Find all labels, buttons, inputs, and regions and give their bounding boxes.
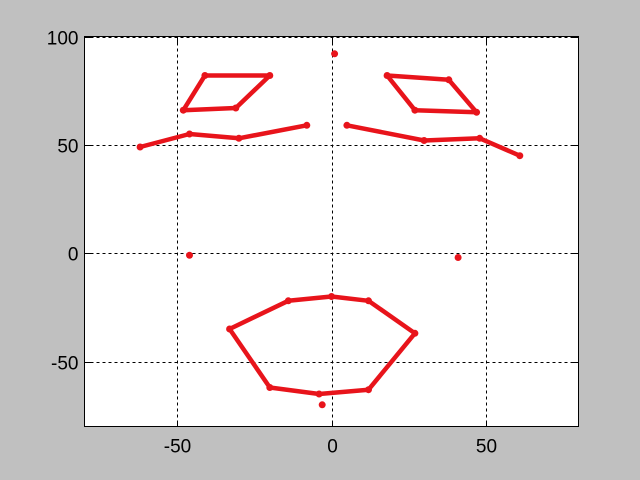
series-vertex-4-5 bbox=[365, 386, 372, 394]
series-vertex-4-7 bbox=[266, 384, 274, 391]
series-vertex-4-1 bbox=[284, 297, 292, 305]
data-series bbox=[136, 50, 524, 409]
series-vertex-4-0 bbox=[226, 325, 234, 333]
series-vertex-4-4 bbox=[411, 329, 419, 337]
series-vertex-2-0 bbox=[136, 143, 144, 151]
series-vertex-0-1 bbox=[266, 72, 274, 79]
series-vertex-3-2 bbox=[476, 134, 484, 142]
series-vertex-1-0 bbox=[383, 72, 391, 79]
series-vertex-1-1 bbox=[445, 76, 453, 84]
data-point-1 bbox=[186, 251, 193, 259]
series-vertex-0-2 bbox=[232, 104, 240, 112]
series-vertex-4-3 bbox=[365, 297, 372, 305]
y-tick-label: -50 bbox=[51, 354, 78, 375]
x-tick-label: -50 bbox=[164, 437, 191, 458]
tick-labels: -50 0 50 -50 0 50 100 bbox=[47, 29, 579, 458]
x-tick-label: 50 bbox=[476, 437, 497, 458]
y-tick-label: 100 bbox=[47, 29, 79, 50]
series-vertex-0-3 bbox=[179, 106, 187, 114]
data-point-3 bbox=[318, 401, 326, 409]
x-tick-label: 0 bbox=[327, 437, 338, 458]
series-line-2 bbox=[137, 123, 310, 150]
grid-lines bbox=[84, 36, 579, 427]
series-vertex-4-6 bbox=[315, 390, 323, 398]
y-tick-label: 0 bbox=[68, 245, 79, 266]
series-vertex-1-2 bbox=[473, 108, 481, 116]
series-vertex-3-1 bbox=[420, 137, 428, 144]
series-vertex-3-3 bbox=[516, 152, 524, 160]
y-tick-label: 50 bbox=[57, 137, 78, 158]
axes-frame bbox=[84, 36, 579, 427]
series-vertex-2-3 bbox=[303, 121, 311, 129]
data-point-0 bbox=[331, 50, 339, 58]
series-vertex-2-2 bbox=[235, 134, 243, 142]
series-vertex-2-1 bbox=[186, 130, 193, 138]
plot-area bbox=[84, 36, 579, 427]
series-vertex-0-0 bbox=[201, 72, 209, 79]
series-line-3 bbox=[344, 123, 523, 158]
series-vertex-1-3 bbox=[411, 106, 419, 114]
data-point-2 bbox=[454, 254, 462, 261]
series-vertex-3-0 bbox=[343, 121, 351, 129]
series-vertex-4-2 bbox=[328, 293, 335, 300]
